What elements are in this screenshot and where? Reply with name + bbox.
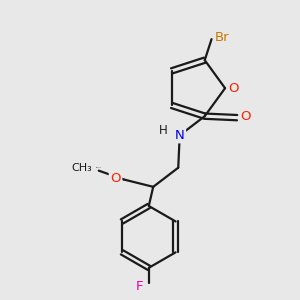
Text: O: O <box>228 82 238 95</box>
Text: O: O <box>241 110 251 123</box>
Text: F: F <box>136 280 144 293</box>
Text: O: O <box>110 172 121 185</box>
Text: CH₃: CH₃ <box>71 163 92 173</box>
Text: N: N <box>175 129 184 142</box>
Text: methoxy: methoxy <box>96 167 102 168</box>
Text: Br: Br <box>214 31 229 44</box>
Text: H: H <box>159 124 168 136</box>
